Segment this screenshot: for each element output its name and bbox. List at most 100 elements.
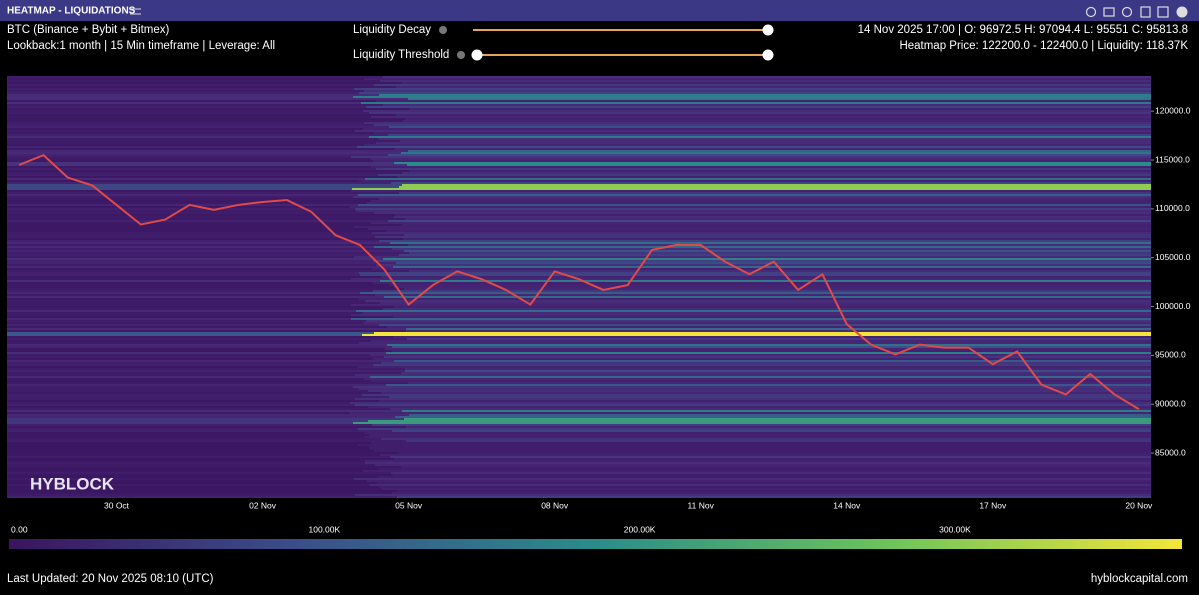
refresh-button[interactable] — [1085, 6, 1097, 18]
heat-row — [389, 284, 1151, 286]
heat-row — [381, 392, 1151, 394]
x-tick-label: 02 Nov — [249, 500, 277, 510]
heat-row — [7, 238, 403, 240]
heat-row — [386, 352, 1151, 354]
heat-row — [7, 460, 365, 462]
heat-row — [7, 270, 409, 272]
heat-row — [355, 130, 1151, 132]
heat-row — [407, 338, 1151, 340]
heat-row — [7, 160, 373, 162]
heat-row — [7, 340, 371, 342]
heat-row — [375, 294, 1151, 296]
heat-row — [7, 94, 379, 96]
heat-row — [7, 214, 395, 216]
heat-row — [7, 360, 394, 362]
info-icon[interactable] — [457, 51, 465, 59]
heat-row — [370, 376, 1151, 378]
heat-row — [355, 494, 1151, 496]
heat-row — [7, 216, 394, 218]
heat-row — [389, 126, 1151, 128]
heat-row — [376, 100, 1151, 102]
heat-row — [7, 440, 406, 442]
screenshot-button[interactable] — [1103, 7, 1115, 17]
info-icon[interactable] — [439, 26, 447, 34]
threshold-knob[interactable] — [471, 49, 483, 61]
heat-row — [7, 132, 374, 134]
heat-row — [393, 316, 1151, 318]
colorbar-label: 200.00K — [624, 524, 656, 534]
heat-row — [7, 112, 369, 114]
site-label: hyblockcapital.com — [1091, 573, 1188, 585]
save-button[interactable] — [1140, 6, 1151, 18]
heat-row — [7, 104, 383, 106]
heat-row — [387, 344, 1151, 346]
heat-row — [353, 422, 1151, 424]
heat-row — [380, 280, 1151, 282]
heat-row — [401, 152, 1151, 154]
heat-row — [359, 92, 1151, 94]
heat-row — [7, 130, 355, 132]
heat-row — [7, 430, 392, 432]
threshold-knob[interactable] — [762, 49, 774, 61]
heat-row — [7, 410, 402, 412]
x-tick-label: 20 Nov — [1125, 500, 1153, 510]
heat-row — [376, 168, 1151, 170]
heat-row — [392, 346, 1151, 348]
heat-row — [7, 356, 384, 358]
heat-row — [7, 284, 389, 286]
heat-row — [403, 120, 1151, 122]
y-tick-label: 95000.0 — [1155, 350, 1186, 360]
heat-row — [379, 138, 1151, 140]
heat-row — [395, 148, 1151, 150]
heat-row — [7, 204, 358, 206]
heat-row — [357, 146, 1151, 148]
heat-row — [7, 164, 407, 166]
config-button[interactable] — [1121, 6, 1133, 18]
heat-row — [355, 404, 1151, 406]
heat-row — [405, 118, 1151, 120]
heat-row — [7, 282, 373, 284]
heat-row — [381, 276, 1151, 278]
heat-row — [7, 192, 399, 194]
heat-row — [7, 102, 361, 104]
y-tick-label: 110000.0 — [1155, 203, 1190, 213]
heat-row — [369, 446, 1151, 448]
heat-row — [394, 162, 1151, 164]
heat-row — [352, 188, 1151, 190]
heat-row — [350, 402, 1151, 404]
heat-row — [7, 172, 402, 174]
heat-row — [374, 246, 1151, 248]
close-button[interactable] — [1176, 6, 1188, 18]
heat-row — [392, 350, 1151, 352]
decay-knob[interactable] — [762, 24, 774, 36]
heat-row — [7, 484, 369, 486]
heat-row — [7, 244, 408, 246]
heat-row — [7, 174, 378, 176]
heat-row — [7, 122, 364, 124]
heat-row — [7, 98, 408, 100]
heat-row — [401, 466, 1151, 468]
heat-row — [7, 450, 374, 452]
heat-row — [7, 298, 359, 300]
heat-row — [7, 286, 394, 288]
heat-row — [7, 354, 370, 356]
heat-row — [7, 462, 365, 464]
heat-row — [358, 366, 1151, 368]
heat-row — [377, 482, 1151, 484]
expand-button[interactable] — [1157, 6, 1169, 18]
heat-row — [366, 106, 1151, 108]
heat-row — [369, 448, 1151, 450]
heat-row — [7, 308, 383, 310]
heat-row — [374, 84, 1151, 86]
heat-row — [376, 264, 1151, 266]
heat-row — [7, 312, 363, 314]
heat-row — [7, 106, 366, 108]
heat-row — [392, 248, 1151, 250]
heat-row — [359, 272, 1151, 274]
settings-icon[interactable] — [130, 8, 141, 15]
heat-row — [7, 136, 369, 138]
heat-row — [7, 326, 387, 328]
heat-row — [406, 426, 1151, 428]
